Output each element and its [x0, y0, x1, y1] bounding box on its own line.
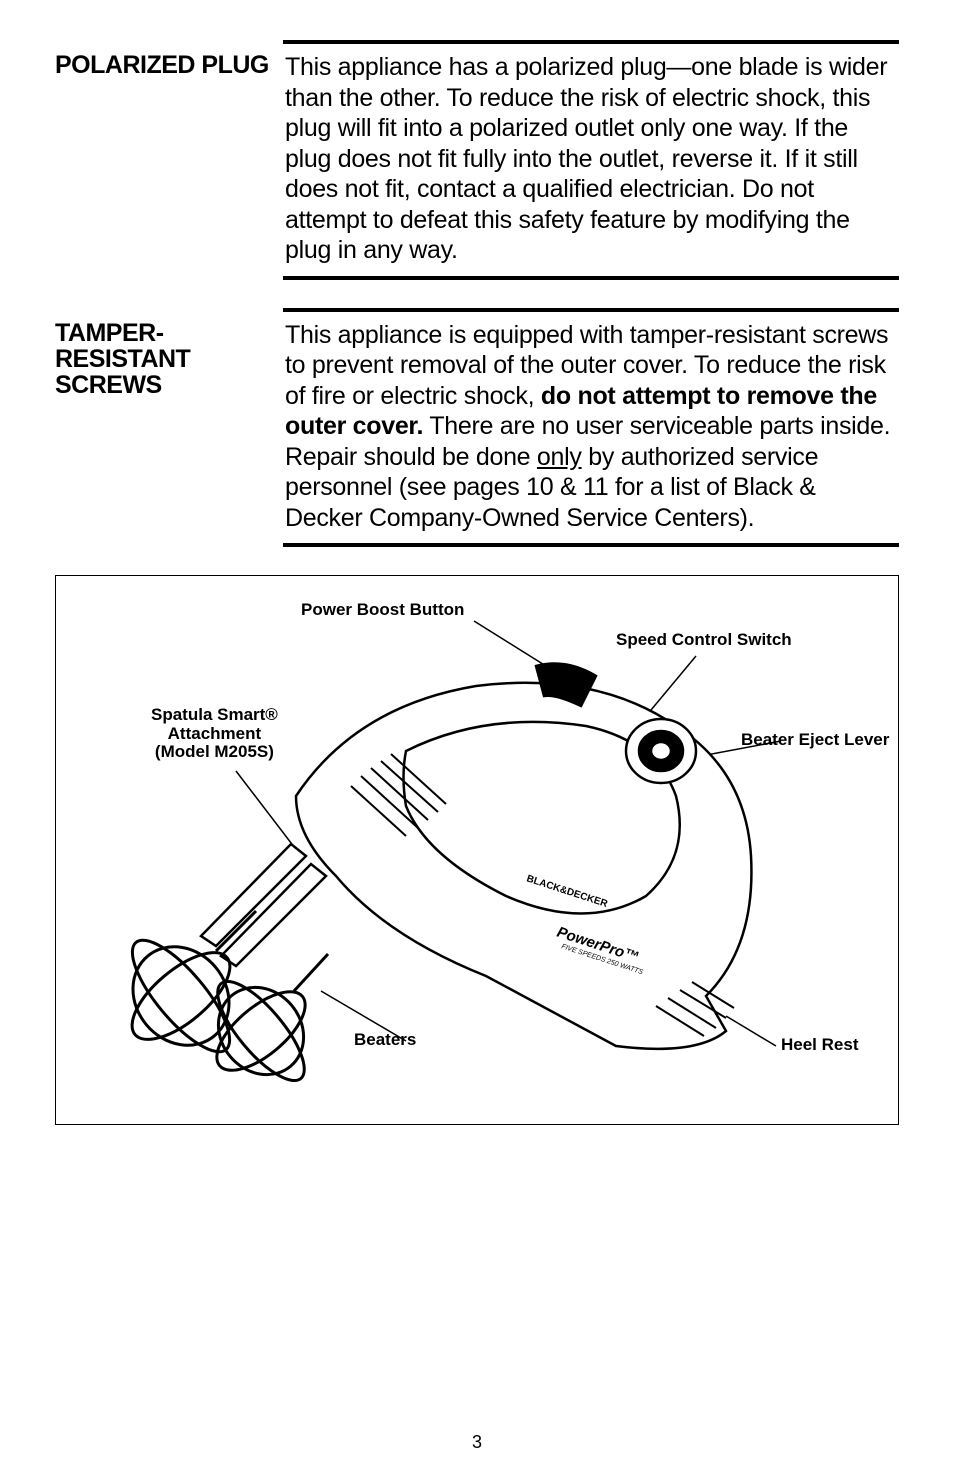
section-heading: POLARIZED PLUG — [55, 52, 283, 78]
label-heel-rest: Heel Rest — [781, 1036, 858, 1055]
label-speed-control: Speed Control Switch — [616, 631, 792, 650]
product-diagram: BLACK&DECKER PowerPro™ FIVE SPEEDS 250 W… — [55, 575, 899, 1125]
section-body: This appliance has a polarized plug—one … — [283, 40, 899, 280]
mixer-illustration: BLACK&DECKER PowerPro™ FIVE SPEEDS 250 W… — [56, 576, 898, 1124]
label-spatula: Spatula Smart® Attachment (Model M205S) — [151, 706, 278, 762]
section-polarized-plug: POLARIZED PLUG This appliance has a pola… — [55, 40, 899, 280]
section-heading-col: TAMPER- RESISTANT SCREWS — [55, 308, 283, 548]
section-heading-col: POLARIZED PLUG — [55, 40, 283, 280]
section-body: This appliance is equipped with tamper-r… — [283, 308, 899, 548]
label-beaters: Beaters — [354, 1031, 416, 1050]
label-power-boost: Power Boost Button — [301, 601, 464, 620]
section-heading: TAMPER- RESISTANT SCREWS — [55, 320, 283, 399]
page-number: 3 — [472, 1432, 482, 1453]
label-beater-eject: Beater Eject Lever — [741, 731, 889, 750]
section-tamper-screws: TAMPER- RESISTANT SCREWS This appliance … — [55, 308, 899, 548]
